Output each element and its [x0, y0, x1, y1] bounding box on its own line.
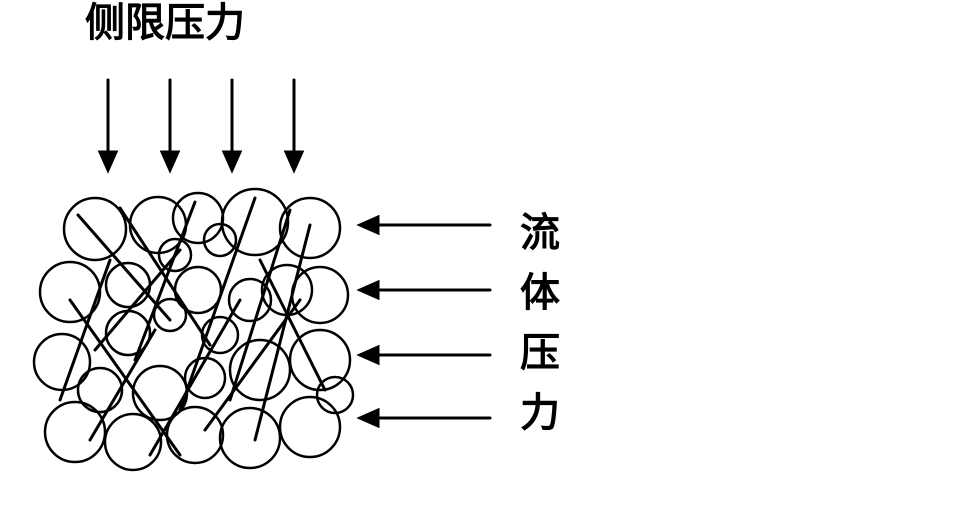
- fluid-arrow-head: [360, 217, 378, 233]
- fluid-arrow-head: [360, 410, 378, 426]
- confining-arrow-head: [162, 152, 178, 170]
- confining-arrow-head: [100, 152, 116, 170]
- particle-circle: [220, 408, 280, 468]
- diagram-svg: [0, 0, 974, 518]
- confining-arrow-head: [224, 152, 240, 170]
- particle-circle: [106, 263, 150, 307]
- fluid-arrow-head: [360, 282, 378, 298]
- fiber-stick: [135, 202, 195, 360]
- particle-circle: [173, 193, 223, 243]
- fiber-stick: [255, 225, 310, 440]
- particle-circle: [78, 368, 122, 412]
- particle-circle: [64, 198, 126, 260]
- particle-circle: [280, 397, 340, 457]
- particle-circle: [105, 414, 161, 470]
- confining-arrow-head: [286, 152, 302, 170]
- particle-circle: [292, 267, 348, 323]
- particle-circle: [175, 267, 221, 313]
- fluid-arrow-head: [360, 347, 378, 363]
